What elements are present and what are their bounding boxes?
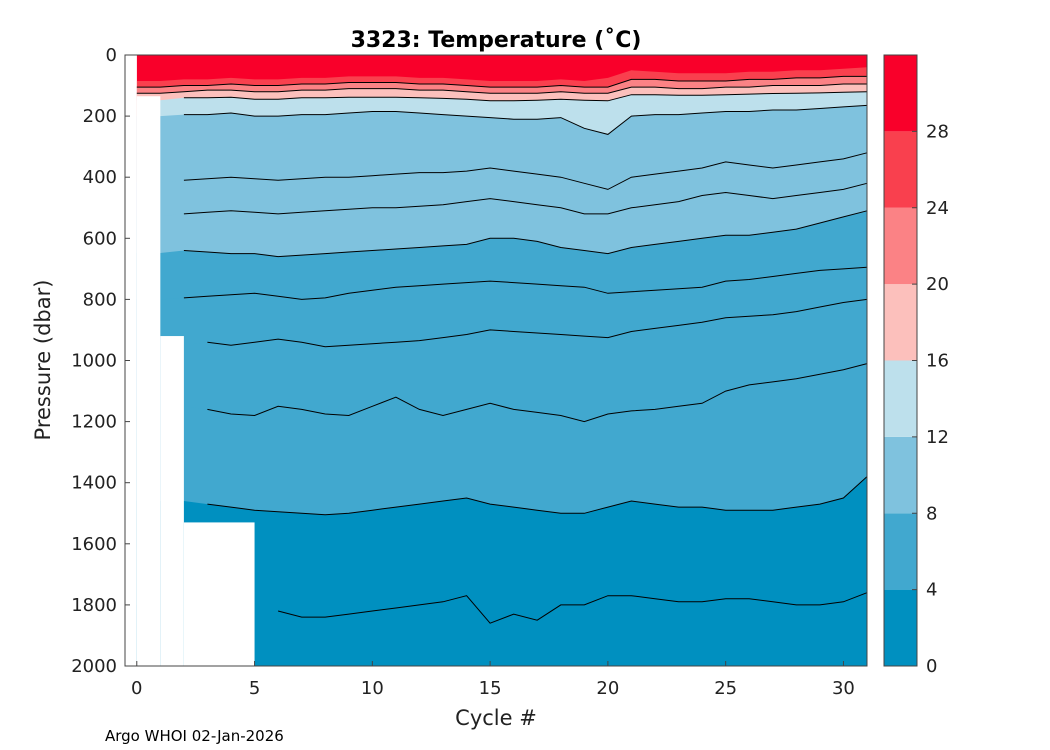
chart-title: 3323: Temperature (˚C): [351, 28, 642, 53]
colorbar-tick-label: 28: [926, 121, 949, 142]
temperature-bands: [136, 55, 868, 667]
colorbar-band-24: [884, 131, 917, 208]
mask-left-margin: [125, 55, 137, 666]
y-tick-label: 1200: [71, 412, 117, 433]
colorbar-band-4: [884, 513, 917, 590]
y-tick-label: 1400: [71, 473, 117, 494]
no-data-mask: [125, 55, 255, 667]
colorbar-tick-label: 12: [926, 427, 949, 448]
isotherm-8: [183, 210, 868, 258]
colorbar-band-20: [884, 207, 917, 285]
colorbar-tick-label: 24: [926, 198, 949, 219]
colorbar-band-8: [884, 436, 917, 514]
isotherm-5: [207, 363, 868, 423]
y-axis: 0 200 400 600 800 1000 1200 1400 1600 1800 2000: [71, 45, 130, 677]
x-axis-label: Cycle #: [455, 706, 537, 730]
x-tick-label: 0: [131, 678, 142, 699]
y-axis-label: Pressure (dbar): [31, 280, 55, 441]
isotherm-20: [136, 83, 867, 94]
y-tick-label: 600: [83, 228, 117, 249]
plot-area: [124, 54, 868, 667]
colorbar-tick-label: 0: [926, 656, 937, 677]
colorbar-band-0: [884, 589, 917, 666]
colorbar-tick-label: 16: [926, 351, 949, 372]
isotherm-24: [136, 75, 867, 88]
isotherm-3: [277, 592, 868, 624]
colorbar-band-16: [884, 284, 917, 361]
colorbar: 0 4 8 12 16 20 24 28: [883, 54, 949, 677]
x-tick-label: 20: [596, 678, 619, 699]
footer-credit: Argo WHOI 02-Jan-2026: [105, 727, 284, 745]
isotherm-9: [183, 182, 868, 215]
band-below-3: [136, 592, 868, 666]
isotherm-10: [183, 152, 868, 190]
mask-segment-2: [183, 522, 255, 666]
isotherm-6: [207, 298, 868, 348]
y-tick-label: 200: [83, 106, 117, 127]
y-tick-label: 0: [106, 45, 117, 66]
isotherm-lines: [136, 75, 868, 624]
y-tick-label: 1000: [71, 351, 117, 372]
x-tick-label: 25: [714, 678, 737, 699]
isotherm-16: [183, 91, 868, 102]
y-tick-label: 1600: [71, 534, 117, 555]
y-tick-label: 800: [83, 289, 117, 310]
colorbar-band-28: [884, 55, 917, 132]
x-tick-label: 15: [479, 678, 502, 699]
y-tick-label: 1800: [71, 595, 117, 616]
isotherm-12: [183, 104, 868, 135]
isotherm-7: [183, 266, 868, 300]
x-tick-label: 10: [361, 678, 384, 699]
colorbar-tick-label: 20: [926, 274, 949, 295]
mask-segment-1: [160, 336, 184, 666]
x-axis: 0 5 10 15 20 25 30: [131, 661, 855, 699]
x-tick-label: 5: [249, 678, 260, 699]
colorbar-tick-label: 4: [926, 580, 937, 601]
isotherm-4: [207, 476, 868, 516]
colorbar-band-12: [884, 360, 917, 437]
x-tick-label: 30: [832, 678, 855, 699]
y-tick-label: 2000: [71, 656, 117, 677]
colorbar-tick-label: 8: [926, 503, 937, 524]
y-tick-label: 400: [83, 167, 117, 188]
mask-segment-0: [136, 96, 161, 667]
